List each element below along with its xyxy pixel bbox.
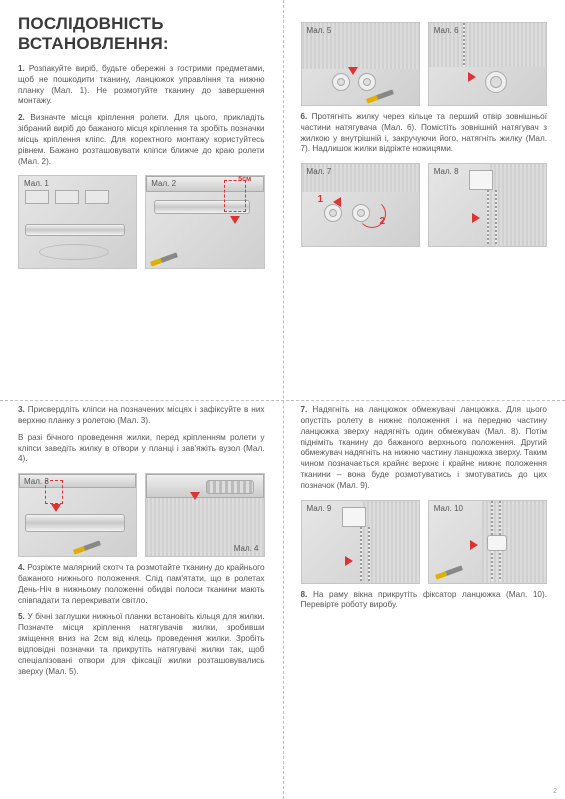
step-num-8: 8. bbox=[301, 590, 308, 599]
step-4: 4. Розріжте малярний скотч та розмотайте… bbox=[18, 563, 265, 606]
quadrant-top-right: Мал. 5 Мал. 6 6. Протягніть жилку через … bbox=[283, 0, 565, 391]
figure-10: Мал. 10 bbox=[428, 500, 547, 584]
fig-label-10: Мал. 10 bbox=[433, 504, 464, 513]
figure-7: Мал. 7 1 2 bbox=[301, 163, 420, 247]
quadrant-top-left: ПОСЛІДОВНІСТЬ ВСТАНОВЛЕННЯ: 1. Розпакуйт… bbox=[0, 0, 283, 391]
figure-2: Мал. 2 5см bbox=[145, 175, 264, 269]
figure-5: Мал. 5 bbox=[301, 22, 420, 106]
step-num-5: 5. bbox=[18, 612, 25, 621]
annot-num-1: 1 bbox=[318, 194, 324, 205]
step-text-7: Надягніть на ланцюжок обмежувачі ланцюжк… bbox=[301, 405, 548, 490]
step-num-2: 2. bbox=[18, 113, 25, 122]
fig-row-7-8: Мал. 7 1 2 Мал. 8 bbox=[301, 163, 548, 247]
fig-row-1-2: Мал. 1 Мал. 2 5см bbox=[18, 175, 265, 269]
fig-label-4: Мал. 4 bbox=[233, 544, 260, 553]
fig-label-3: Мал. 3 bbox=[23, 477, 50, 486]
step-num-4: 4. bbox=[18, 563, 25, 572]
step-6: 6. Протягніть жилку через кільце та перш… bbox=[301, 112, 548, 155]
fig-row-5-6: Мал. 5 Мал. 6 bbox=[301, 22, 548, 106]
page-number: 2 bbox=[553, 788, 557, 795]
figure-6: Мал. 6 bbox=[428, 22, 547, 106]
fig-label-8: Мал. 8 bbox=[433, 167, 460, 176]
fig-label-7: Мал. 7 bbox=[306, 167, 333, 176]
fig-label-6: Мал. 6 bbox=[433, 26, 460, 35]
fig-label-5: Мал. 5 bbox=[306, 26, 333, 35]
page-grid: ПОСЛІДОВНІСТЬ ВСТАНОВЛЕННЯ: 1. Розпакуйт… bbox=[0, 0, 565, 799]
step-2: 2. Визначте місця кріплення ролети. Для … bbox=[18, 113, 265, 167]
quadrant-bottom-left: 3. Присвердліть кліпси на позначених міс… bbox=[0, 391, 283, 799]
step-text-6: Протягніть жилку через кільце та перший … bbox=[301, 112, 548, 153]
step-text-5: У бічні заглушки нижньої планки встанові… bbox=[18, 612, 265, 675]
step-num-1: 1. bbox=[18, 64, 25, 73]
quadrant-bottom-right: 7. Надягніть на ланцюжок обмежувачі ланц… bbox=[283, 391, 565, 799]
step-7: 7. Надягніть на ланцюжок обмежувачі ланц… bbox=[301, 405, 548, 492]
step-3b: В разі бічного проведення жилки, перед к… bbox=[18, 433, 265, 465]
step-text-3: Присвердліть кліпси на позначених місцях… bbox=[18, 405, 265, 425]
fig-label-2: Мал. 2 bbox=[150, 179, 177, 188]
step-text-3b: В разі бічного проведення жилки, перед к… bbox=[18, 433, 265, 464]
figure-4: Мал. 4 bbox=[145, 473, 264, 557]
step-num-7: 7. bbox=[301, 405, 308, 414]
figure-9: Мал. 9 bbox=[301, 500, 420, 584]
step-text-2: Визначте місця кріплення ролети. Для цьо… bbox=[18, 113, 265, 165]
dim-5cm: 5см bbox=[238, 176, 251, 183]
fig-label-9: Мал. 9 bbox=[306, 504, 333, 513]
fig-row-3-4: Мал. 3 Мал. 4 bbox=[18, 473, 265, 557]
step-5: 5. У бічні заглушки нижньої планки встан… bbox=[18, 612, 265, 677]
step-8: 8. На раму вікна прикрутіть фіксатор лан… bbox=[301, 590, 548, 612]
step-text-1: Розпакуйте виріб, будьте обережні з гост… bbox=[18, 64, 265, 105]
fig-row-9-10: Мал. 9 Мал. 10 bbox=[301, 500, 548, 584]
figure-8: Мал. 8 bbox=[428, 163, 547, 247]
page-title: ПОСЛІДОВНІСТЬ ВСТАНОВЛЕННЯ: bbox=[18, 14, 265, 54]
step-1: 1. Розпакуйте виріб, будьте обережні з г… bbox=[18, 64, 265, 107]
figure-1: Мал. 1 bbox=[18, 175, 137, 269]
step-3: 3. Присвердліть кліпси на позначених міс… bbox=[18, 405, 265, 427]
figure-3: Мал. 3 bbox=[18, 473, 137, 557]
step-num-3: 3. bbox=[18, 405, 25, 414]
fig-label-1: Мал. 1 bbox=[23, 179, 50, 188]
step-text-4: Розріжте малярний скотч та розмотайте тк… bbox=[18, 563, 265, 604]
step-num-6: 6. bbox=[301, 112, 308, 121]
step-text-8: На раму вікна прикрутіть фіксатор ланцюж… bbox=[301, 590, 548, 610]
